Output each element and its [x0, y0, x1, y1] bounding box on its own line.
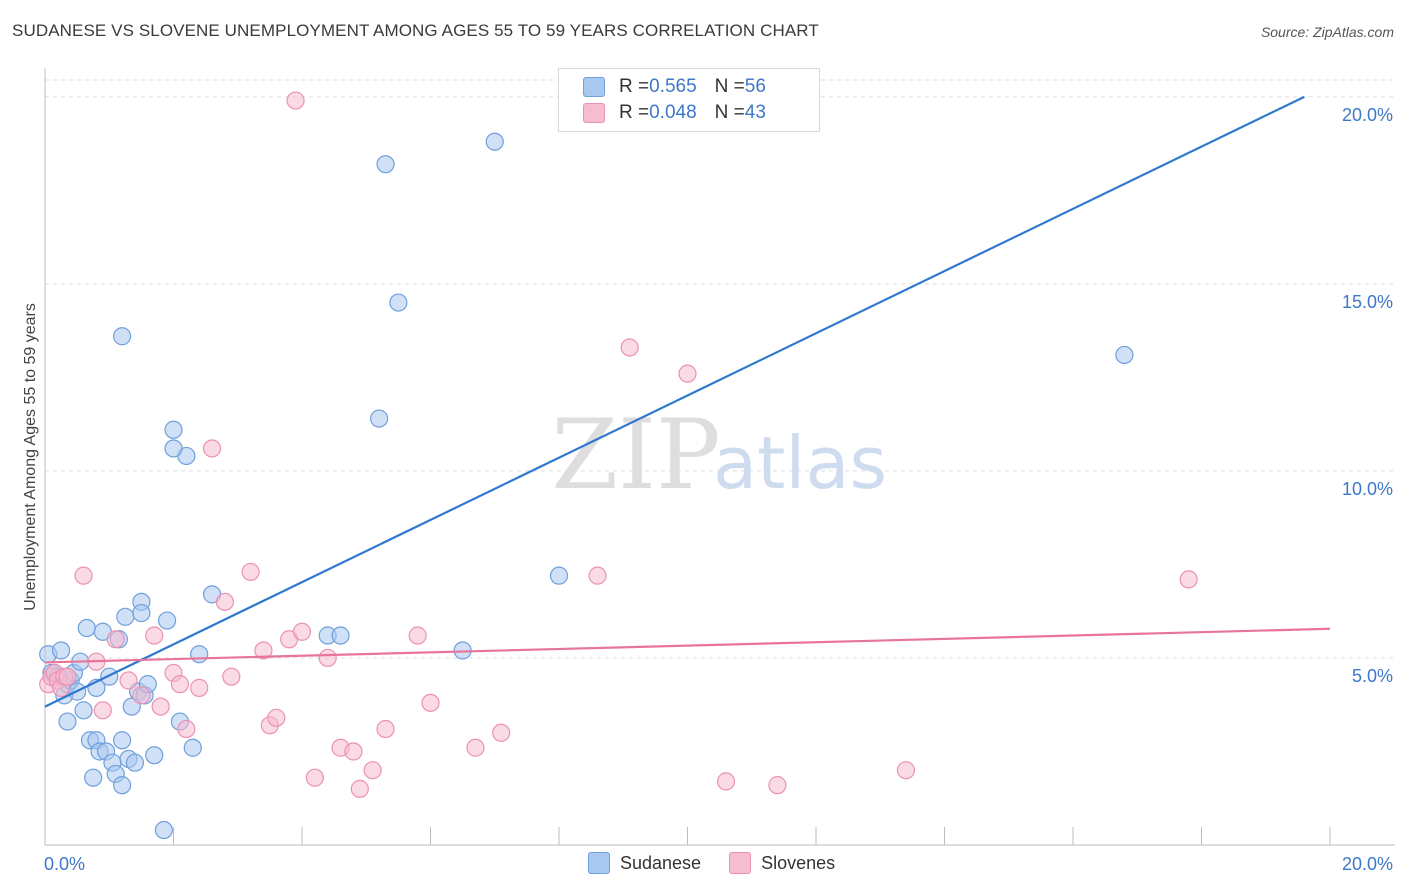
- sudanese-point: [164, 420, 183, 439]
- n-value: 43: [744, 102, 766, 123]
- sudanese-point: [116, 607, 135, 626]
- slovenes-point: [106, 630, 125, 649]
- y-tick-label: 5.0%: [1352, 666, 1393, 686]
- n-label: N =: [714, 76, 745, 97]
- sudanese-point: [485, 132, 504, 151]
- slovenes-point: [222, 667, 241, 686]
- slovenes-point: [202, 439, 222, 458]
- legend-row-sudanese: R = 0.565 N = 56: [583, 74, 766, 100]
- slovenes-point: [151, 697, 170, 716]
- sudanese-point: [190, 645, 209, 664]
- sudanese-point: [183, 738, 202, 757]
- sudanese-point: [389, 293, 408, 312]
- x-tick-label: 0.0%: [44, 854, 85, 874]
- legend-item-sudanese[interactable]: Sudanese: [588, 852, 701, 874]
- slovenes-point: [344, 742, 363, 761]
- sudanese-point: [58, 712, 77, 731]
- slovenes-point: [678, 364, 697, 383]
- slovenes-point: [292, 622, 312, 641]
- slovenes-point: [896, 761, 916, 780]
- slovenes-point: [286, 91, 305, 110]
- watermark-zip: ZIP: [551, 399, 720, 511]
- slovenes-swatch-icon: [729, 852, 752, 874]
- correlation-legend: R = 0.565 N = 56 R = 0.048 N = 43: [558, 68, 820, 132]
- slovenes-point: [170, 675, 190, 694]
- slovenes-point: [132, 686, 151, 705]
- slovenes-point: [145, 626, 164, 645]
- series-legend: Sudanese Slovenes: [588, 850, 863, 876]
- sudanese-point: [145, 746, 164, 765]
- slovenes-point: [421, 693, 440, 712]
- sudanese-point: [112, 776, 132, 795]
- sudanese-point: [112, 731, 132, 750]
- trend-lines: [44, 95, 1331, 708]
- sudanese-point: [331, 626, 350, 645]
- sudanese-swatch-icon: [583, 77, 605, 97]
- y-tick-label: 15.0%: [1342, 292, 1393, 312]
- slovenes-point: [254, 641, 273, 660]
- sudanese-trend-line: [44, 95, 1305, 708]
- slovenes-point: [318, 648, 337, 668]
- slovenes-point: [215, 592, 234, 611]
- slovenes-point: [93, 701, 112, 720]
- legend-row-slovenes: R = 0.048 N = 43: [583, 100, 766, 126]
- slovenes-point: [376, 719, 395, 739]
- sudanese-point: [154, 820, 173, 840]
- sudanese-point: [125, 753, 145, 772]
- slovenes-point: [58, 667, 77, 686]
- sudanese-point: [74, 701, 93, 720]
- y-axis-label: Unemployment Among Ages 55 to 59 years: [22, 303, 39, 611]
- slovenes-swatch-icon: [583, 103, 605, 123]
- sudanese-point: [84, 768, 103, 787]
- sudanese-point: [376, 155, 395, 174]
- slovenes-trend-line: [44, 627, 1331, 664]
- slovenes-point: [620, 338, 639, 357]
- sudanese-swatch-icon: [588, 852, 610, 874]
- sudanese-point: [132, 603, 151, 623]
- slovenes-point: [716, 772, 736, 791]
- sudanese-point: [370, 409, 389, 428]
- slovenes-point: [466, 738, 485, 757]
- sudanese-point: [1115, 345, 1134, 365]
- slovenes-point: [177, 719, 196, 739]
- sudanese-point: [51, 641, 71, 660]
- sudanese-point: [164, 439, 183, 458]
- slovenes-point: [588, 566, 607, 585]
- slovenes-point: [408, 626, 427, 645]
- y-tick-label: 10.0%: [1342, 479, 1393, 499]
- source-credit: Source: ZipAtlas.com: [1260, 24, 1394, 40]
- watermark-atlas: atlas: [713, 421, 887, 505]
- sudanese-point: [157, 611, 177, 630]
- slovenes-point: [1179, 570, 1198, 589]
- r-value: 0.048: [649, 102, 697, 123]
- legend-item-slovenes[interactable]: Slovenes: [729, 852, 835, 874]
- chart-title: SUDANESE VS SLOVENE UNEMPLOYMENT AMONG A…: [12, 21, 819, 40]
- series-slovenes-points: [39, 91, 1198, 798]
- slovenes-point: [768, 776, 787, 795]
- tick-labels: 5.0% 10.0% 15.0% 20.0% 0.0% 20.0%: [44, 105, 1393, 874]
- slovenes-point: [190, 678, 209, 697]
- legend-label: Slovenes: [761, 852, 836, 873]
- legend-label: Sudanese: [620, 852, 702, 873]
- x-tick-label: 20.0%: [1342, 854, 1393, 874]
- slovenes-point: [492, 723, 511, 742]
- sudanese-point: [549, 566, 569, 585]
- n-label: N =: [714, 102, 745, 123]
- slovenes-point: [267, 708, 286, 727]
- slovenes-point: [363, 761, 382, 780]
- sudanese-point: [112, 327, 132, 346]
- r-label: R =: [619, 102, 650, 123]
- slovenes-point: [119, 671, 138, 690]
- slovenes-point: [241, 562, 260, 582]
- sudanese-point: [77, 618, 96, 638]
- slovenes-point: [305, 768, 324, 787]
- r-label: R =: [619, 76, 650, 97]
- slovenes-point: [350, 779, 369, 798]
- y-tick-label: 20.0%: [1342, 105, 1393, 125]
- axes: [44, 68, 1395, 846]
- slovenes-point: [74, 566, 93, 585]
- r-value: 0.565: [649, 76, 697, 97]
- n-value: 56: [744, 76, 766, 97]
